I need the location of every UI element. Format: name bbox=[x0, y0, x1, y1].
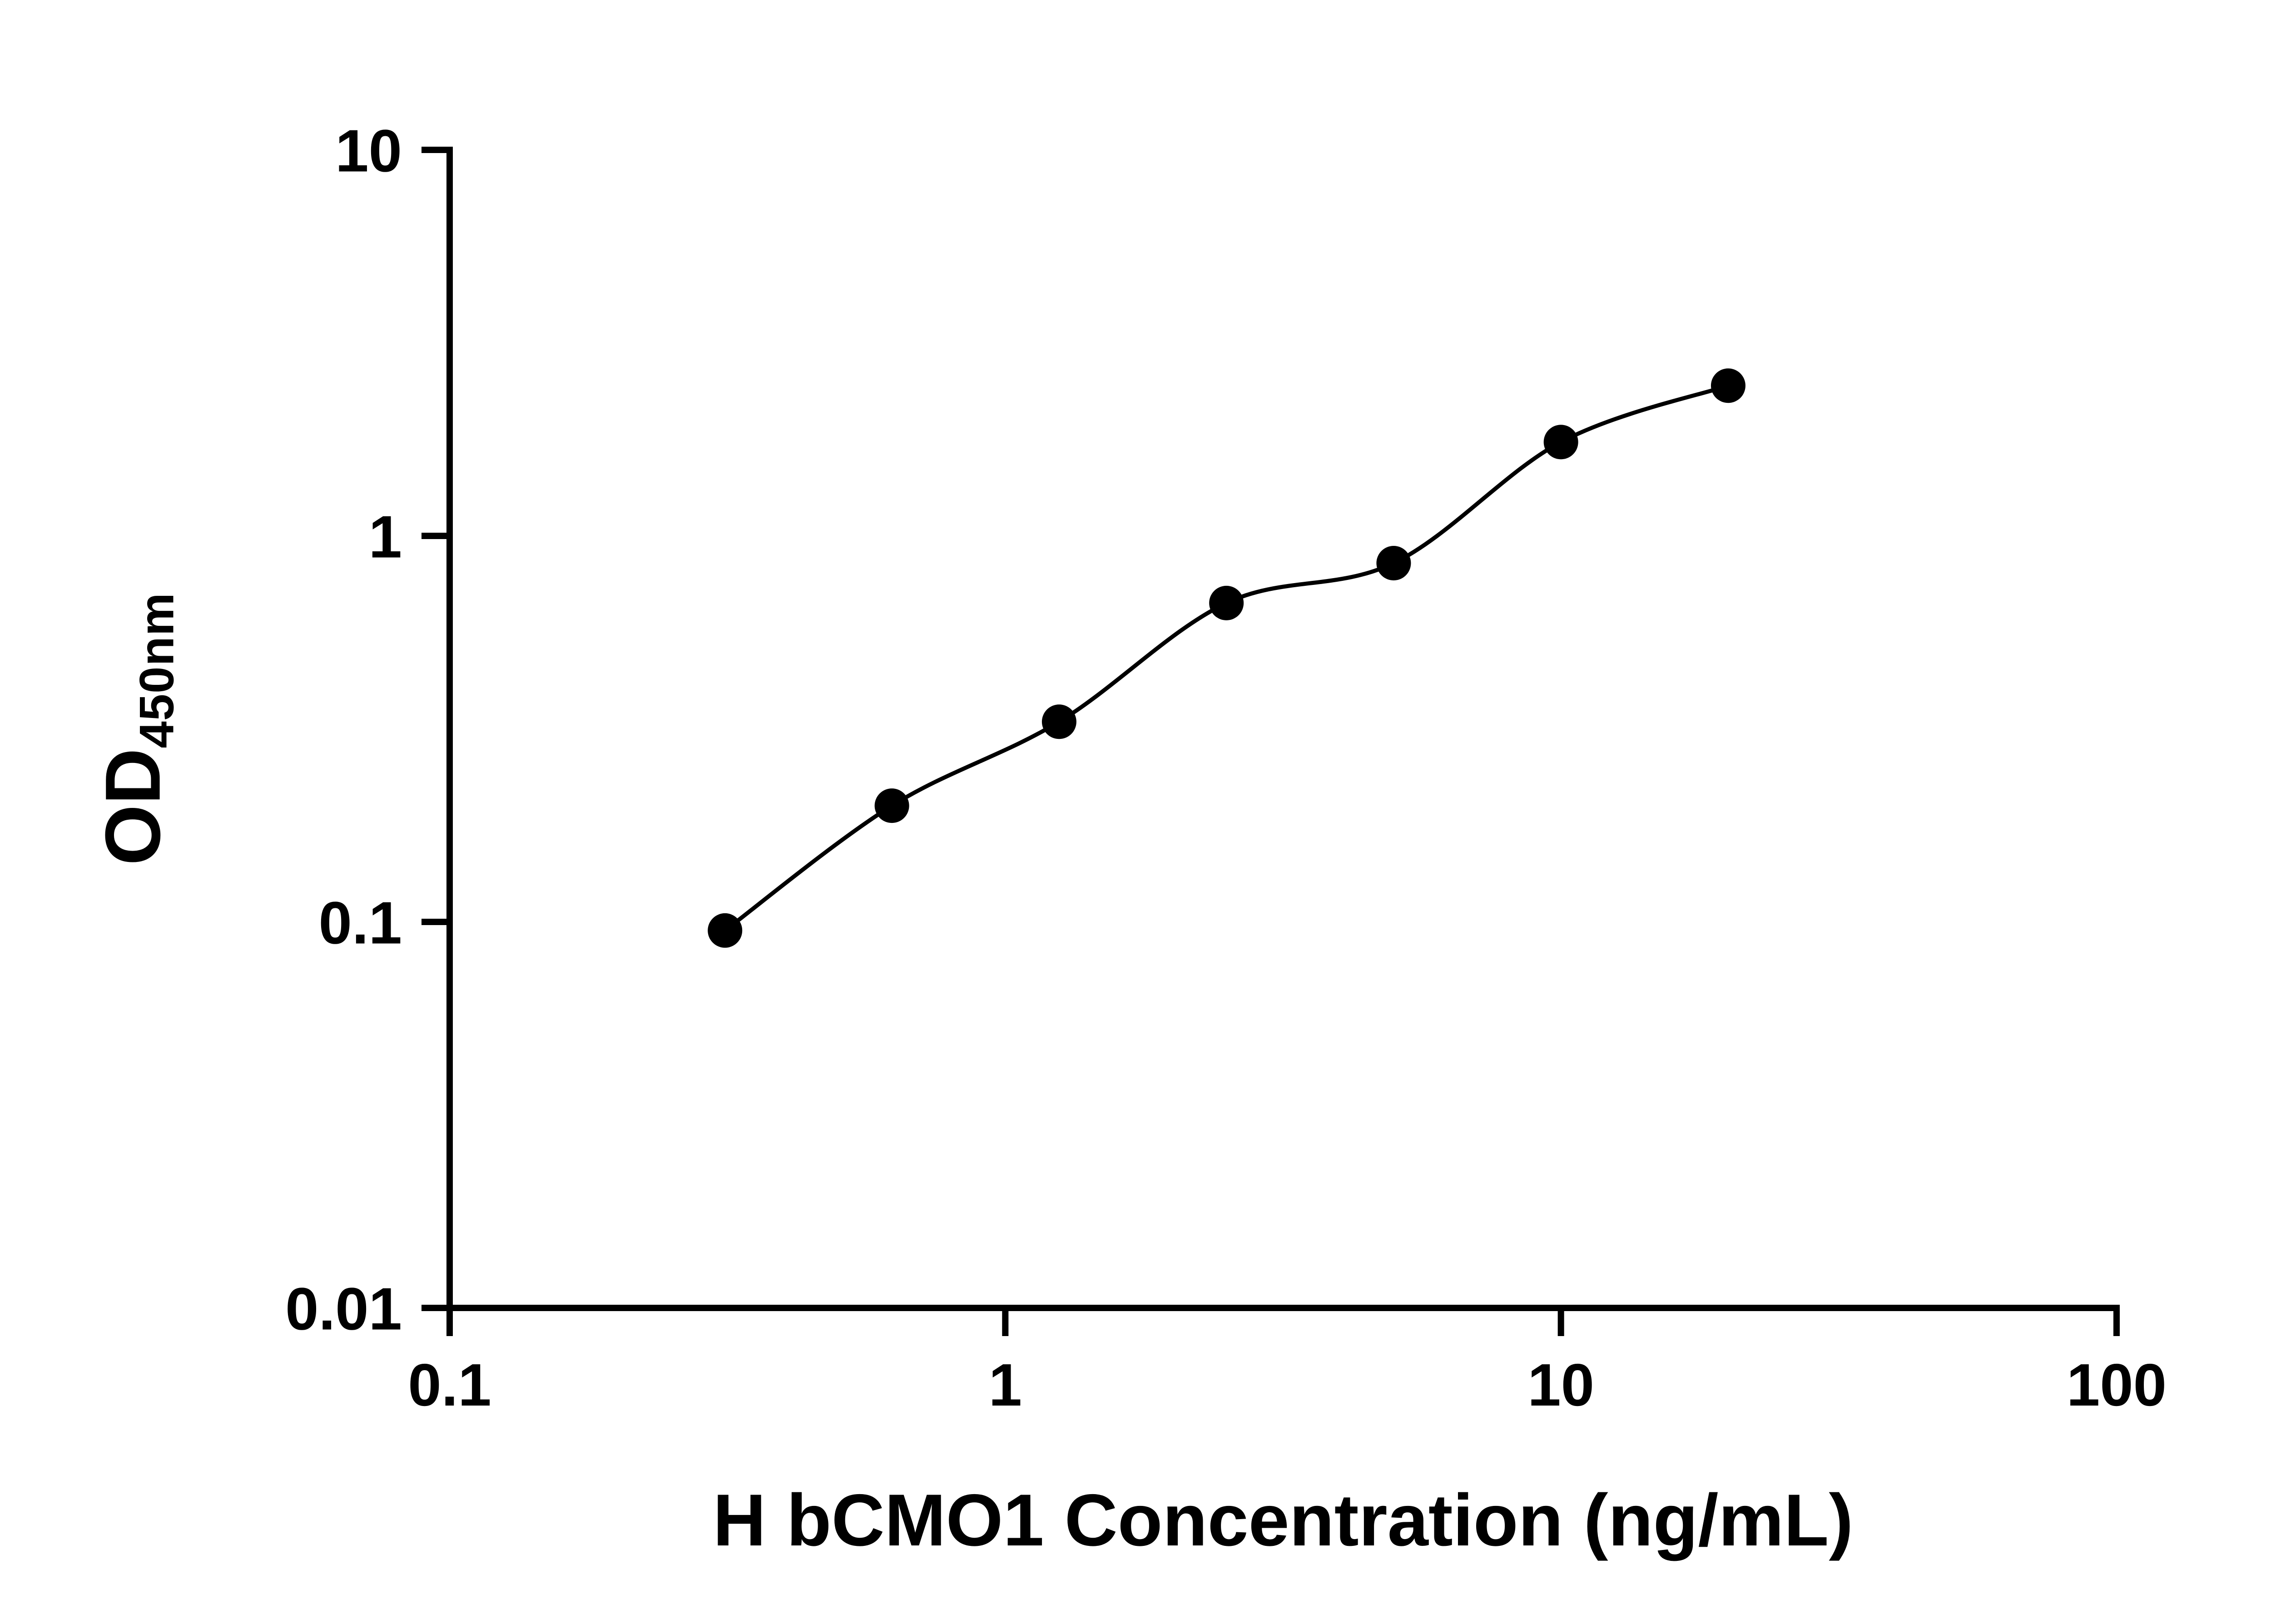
data-point bbox=[708, 913, 743, 948]
y-tick-label: 10 bbox=[335, 118, 402, 184]
data-point bbox=[1376, 545, 1411, 580]
y-axis-title-main: OD bbox=[89, 748, 177, 866]
x-tick-label: 1 bbox=[989, 1352, 1022, 1418]
data-point bbox=[1711, 368, 1745, 403]
x-tick-label: 0.1 bbox=[408, 1352, 491, 1418]
axes-lines bbox=[446, 147, 2120, 1311]
fit-curve bbox=[724, 383, 1729, 932]
y-tick-label: 0.01 bbox=[285, 1276, 402, 1342]
x-axis-title: H bCMO1 Concentration (ng/mL) bbox=[713, 1479, 1854, 1561]
data-point bbox=[1209, 585, 1244, 620]
y-tick-label: 1 bbox=[369, 504, 402, 570]
x-tick-label: 10 bbox=[1527, 1352, 1594, 1418]
y-tick-label: 0.1 bbox=[319, 890, 402, 956]
data-point bbox=[874, 788, 909, 823]
data-point bbox=[1543, 425, 1578, 460]
y-axis-title: OD450nm bbox=[88, 592, 185, 865]
x-tick-label: 100 bbox=[2067, 1352, 2167, 1418]
data-point bbox=[1041, 704, 1076, 739]
y-axis-title-subscript: 450nm bbox=[129, 592, 184, 748]
